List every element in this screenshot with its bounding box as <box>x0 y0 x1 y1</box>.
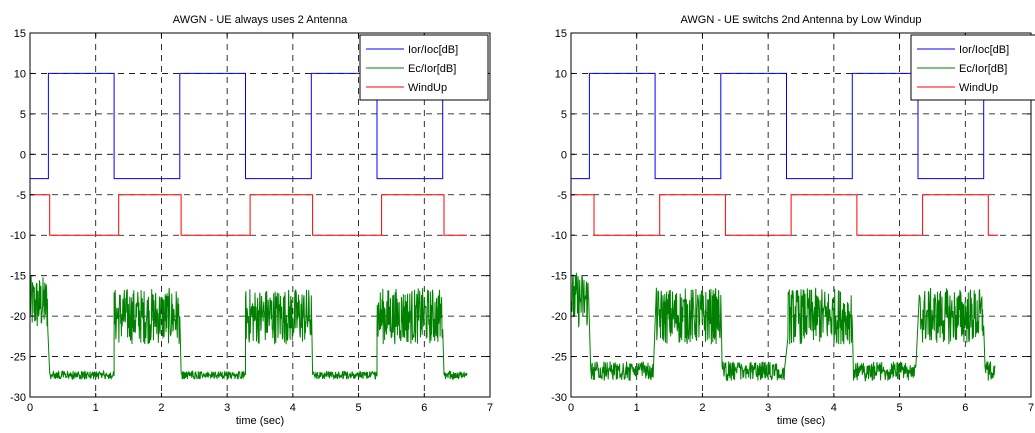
y-tick-label: 5 <box>561 109 567 121</box>
x-tick-label: 0 <box>27 402 33 414</box>
x-axis-label: time (sec) <box>236 415 284 427</box>
legend-label: Ec/Ior[dB] <box>959 63 1007 75</box>
y-tick-label: -15 <box>551 271 567 283</box>
x-tick-label: 5 <box>897 402 903 414</box>
x-tick-label: 7 <box>487 402 493 414</box>
chart-panel-1: 0 1 2 3 4 5 6 7 15 10 5 0 -5 -10 -15 -20 -25 -30 AWGN - UE… <box>10 14 493 427</box>
y-tick-label: -5 <box>16 190 26 202</box>
legend: Ior/Ioc[dB] Ec/Ior[dB] WindUp <box>359 34 489 101</box>
y-tick-label: 5 <box>20 109 26 121</box>
y-tick-label: -15 <box>10 271 26 283</box>
x-tick-label: 5 <box>356 402 362 414</box>
x-axis-label: time (sec) <box>777 415 825 427</box>
x-tick-label: 3 <box>765 402 771 414</box>
x-tick-label: 2 <box>158 402 164 414</box>
legend-label: WindUp <box>408 82 447 94</box>
y-tick-label: 10 <box>14 68 26 80</box>
series-line-ec-ior-db- <box>571 272 996 383</box>
y-tick-label: 15 <box>14 28 26 40</box>
axes-box <box>570 32 1032 398</box>
x-tick-label: 0 <box>568 402 574 414</box>
y-tick-label: -20 <box>10 311 26 323</box>
y-tick-label: -10 <box>10 230 26 242</box>
x-tick-label: 3 <box>224 402 230 414</box>
chart-title: AWGN - UE switchs 2nd Antenna by Low Win… <box>680 14 921 26</box>
x-tick-label: 4 <box>831 402 837 414</box>
x-tick-label: 4 <box>290 402 296 414</box>
legend-label: Ec/Ior[dB] <box>408 63 456 75</box>
x-tick-label: 1 <box>634 402 640 414</box>
y-tick-label: 0 <box>20 149 26 161</box>
y-tick-label: -20 <box>551 311 567 323</box>
series-line-windup <box>571 194 999 236</box>
legend-label: WindUp <box>959 82 998 94</box>
y-tick-label: 0 <box>561 149 567 161</box>
y-tick-label: -25 <box>10 352 26 364</box>
x-tick-label: 7 <box>1028 402 1034 414</box>
chart-panel-2: 0 1 2 3 4 5 6 7 15 10 5 0 -5 -10 -15 -20 -25 -30 AWGN - UE… <box>551 14 1035 427</box>
series-line-ior-ioc-db- <box>571 72 1008 180</box>
x-tick-label: 6 <box>962 402 968 414</box>
y-tick-label: -30 <box>551 392 567 404</box>
legend-label: Ior/Ioc[dB] <box>408 44 458 56</box>
y-tick-label: 15 <box>555 28 567 40</box>
series-group <box>30 72 468 381</box>
series-group <box>571 72 1008 383</box>
x-tick-label: 1 <box>93 402 99 414</box>
legend-label: Ior/Ioc[dB] <box>959 44 1009 56</box>
y-tick-label: -5 <box>557 190 567 202</box>
y-tick-label: 10 <box>555 68 567 80</box>
series-line-ec-ior-db- <box>30 275 468 381</box>
x-tick-label: 6 <box>421 402 427 414</box>
axes-box <box>29 32 491 398</box>
legend: Ior/Ioc[dB] Ec/Ior[dB] WindUp <box>910 34 1035 101</box>
series-line-windup <box>30 194 467 236</box>
x-tick-label: 2 <box>699 402 705 414</box>
y-tick-label: -30 <box>10 392 26 404</box>
chart-title: AWGN - UE always uses 2 Antenna <box>173 14 348 26</box>
y-tick-label: -10 <box>551 230 567 242</box>
y-tick-label: -25 <box>551 352 567 364</box>
series-line-ior-ioc-db- <box>30 72 467 180</box>
